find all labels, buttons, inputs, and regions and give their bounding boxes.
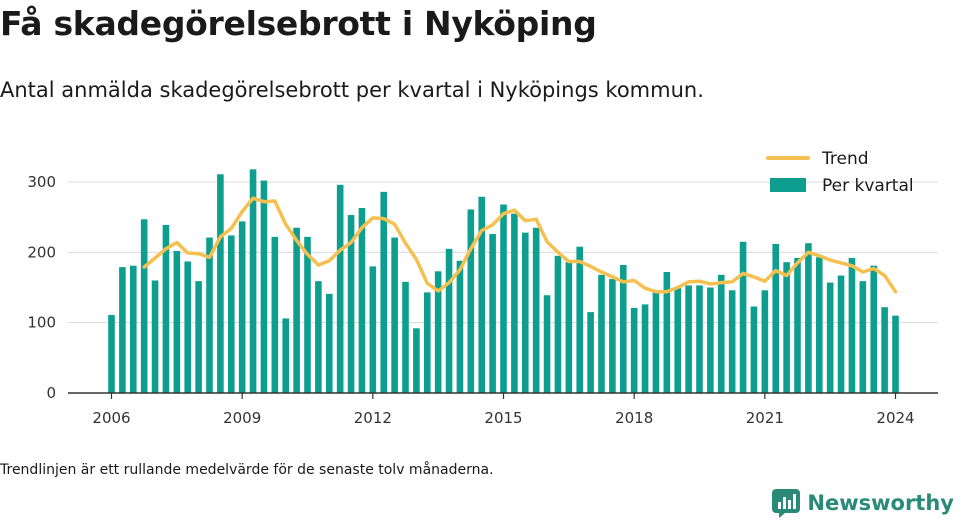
bar: [521, 232, 529, 393]
bar: [717, 274, 725, 393]
bar: [151, 280, 159, 393]
bar: [184, 261, 192, 393]
page-title: Få skadegörelsebrott i Nyköping: [0, 4, 597, 43]
legend-label-per-kvartal: Per kvartal: [822, 176, 914, 196]
bar: [870, 265, 878, 393]
bar: [837, 275, 845, 393]
bar: [783, 262, 790, 393]
bar: [217, 174, 224, 393]
bar: [238, 221, 246, 393]
bar: [108, 314, 115, 393]
bar: [336, 184, 344, 393]
legend: Trend Per kvartal: [766, 149, 914, 196]
bar: [489, 234, 496, 393]
bar: [369, 266, 377, 393]
bar: [826, 282, 834, 393]
chart: 0 100 200 300 2006 2009 2012 2015 2018 2021 2024 T…: [27, 149, 938, 427]
bar: [772, 243, 780, 393]
y-tick-label: 300: [27, 173, 56, 191]
bar: [598, 274, 605, 393]
bar: [402, 281, 409, 393]
x-tick-label: 2018: [615, 409, 653, 427]
bar: [140, 219, 148, 393]
footnote: Trendlinjen är ett rullande medelvärde f…: [0, 462, 494, 478]
bar: [652, 291, 660, 393]
bars: [108, 169, 899, 393]
y-tick-label: 0: [46, 384, 56, 402]
bar-chart-logo-icon: [772, 489, 801, 518]
bar: [195, 281, 202, 393]
bar: [815, 257, 823, 393]
bar: [478, 196, 486, 393]
bar: [391, 237, 398, 393]
bar: [260, 180, 268, 393]
legend-bar-swatch: [770, 178, 806, 192]
bar: [445, 248, 453, 393]
trend-line: [142, 196, 898, 294]
x-tick-label: 2009: [223, 409, 261, 427]
bar: [761, 290, 769, 393]
bar: [587, 312, 594, 393]
x-tick-label: 2012: [354, 409, 392, 427]
bar: [641, 304, 649, 393]
bar: [609, 279, 616, 393]
bar: [728, 290, 736, 393]
bar: [227, 235, 235, 393]
bar: [848, 257, 856, 393]
bar: [325, 293, 333, 393]
logo-text: Newsworthy: [807, 491, 954, 515]
bar: [206, 237, 213, 393]
bar: [663, 272, 671, 393]
bar: [413, 328, 420, 393]
bar: [859, 281, 867, 393]
bar: [293, 227, 300, 393]
bar: [282, 318, 290, 393]
bar: [423, 292, 431, 393]
bar: [565, 262, 573, 393]
x-tick-label: 2015: [484, 409, 522, 427]
legend-label-trend: Trend: [821, 149, 869, 169]
chart-subtitle: Antal anmälda skadegörelsebrott per kvar…: [0, 78, 704, 102]
bar: [685, 285, 692, 393]
bar: [532, 227, 540, 393]
bar: [739, 241, 747, 393]
bar: [456, 260, 464, 393]
bar: [892, 315, 899, 393]
bar: [380, 191, 388, 393]
bar: [467, 209, 475, 393]
bar: [304, 236, 311, 393]
bar: [805, 243, 812, 393]
bar: [173, 250, 181, 393]
bar: [119, 267, 126, 393]
bar: [434, 271, 442, 393]
bar: [576, 246, 584, 393]
bar: [511, 213, 518, 393]
bar: [619, 264, 627, 393]
x-tick-label: 2024: [876, 409, 914, 427]
bar: [750, 306, 758, 393]
bar: [249, 169, 257, 393]
bar: [358, 208, 366, 393]
bar: [500, 204, 507, 393]
x-tick-label: 2021: [746, 409, 784, 427]
bar: [543, 295, 551, 393]
bar: [630, 307, 638, 393]
x-tick-label: 2006: [92, 409, 130, 427]
y-tick-label: 100: [27, 314, 56, 332]
bar: [554, 255, 562, 393]
y-tick-label: 200: [27, 243, 56, 261]
bar: [707, 287, 714, 393]
bar: [129, 265, 137, 393]
bar: [674, 288, 682, 393]
bar: [162, 224, 170, 393]
bar: [271, 236, 279, 393]
newsworthy-logo[interactable]: Newsworthy: [771, 488, 954, 518]
bar: [794, 257, 801, 393]
bar: [881, 307, 888, 393]
bar: [315, 281, 322, 393]
bar: [347, 215, 355, 393]
bar: [696, 285, 703, 393]
axes: 0 100 200 300 2006 2009 2012 2015 2018 2021 2024: [27, 173, 938, 427]
